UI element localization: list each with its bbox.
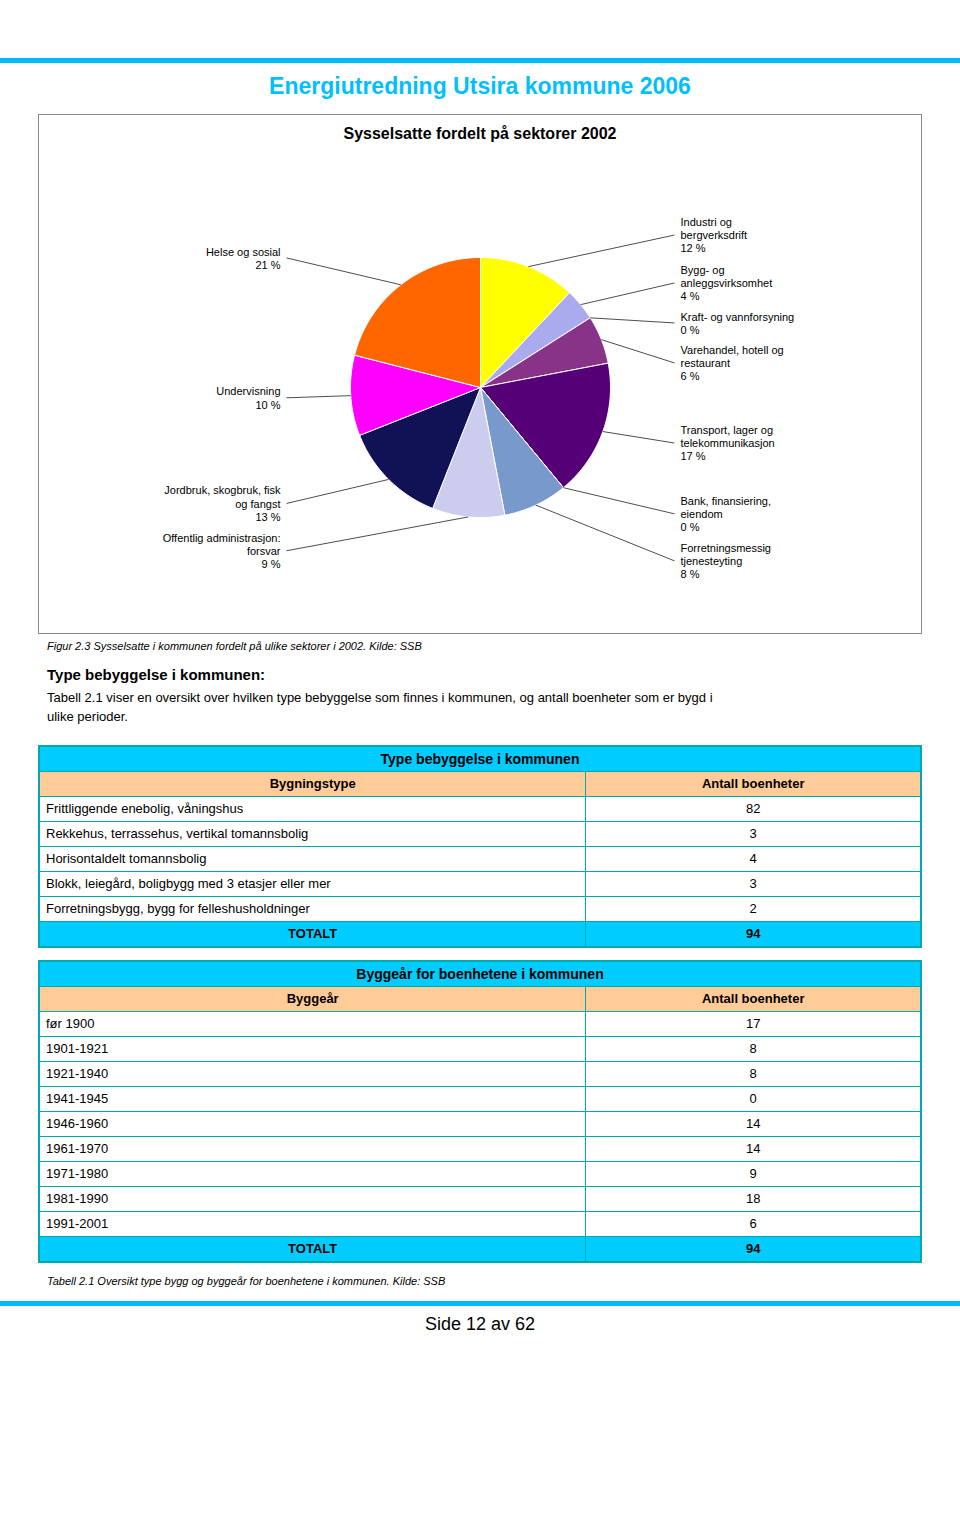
html-text:17: 17: [745, 1016, 761, 1032]
html-text:94: 94: [745, 926, 761, 942]
html-text:Energiutredning Utsira kommune: Energiutredning Utsira kommune 2006: [269, 73, 691, 99]
html-text:94: 94: [745, 1241, 761, 1257]
html-text:14: 14: [745, 1141, 761, 1157]
html-text:Bygningstype: Bygningstype: [269, 776, 356, 792]
html-text:Tabell 2.1 Oversikt type bygg: Tabell 2.1 Oversikt type bygg og byggeår…: [47, 1274, 446, 1287]
svg-text:Helse og sosial21 %: Helse og sosial21 %: [206, 246, 281, 271]
html-text:14: 14: [745, 1116, 761, 1132]
html-text:Antall boenheter: Antall boenheter: [701, 991, 805, 1007]
svg-text:Bank, finansiering,eiendom0 %: Bank, finansiering,eiendom0 %: [681, 495, 772, 533]
html-text:9: 9: [749, 1166, 757, 1182]
html-text:3: 3: [749, 826, 757, 842]
html-text:Figur 2.3 Sysselsatte i kommun: Figur 2.3 Sysselsatte i kommunen fordelt…: [47, 640, 422, 652]
svg-text:Forretningsmessigtjenesteyting: Forretningsmessigtjenesteyting8 %: [681, 542, 771, 580]
html-text:2: 2: [749, 901, 757, 917]
html-text:Sysselsatte fordelt på sektore: Sysselsatte fordelt på sektorer 2002: [343, 125, 617, 142]
html-text:Side 12 av 62: Side 12 av 62: [425, 1313, 535, 1334]
svg-text:Bygg- oganleggsvirksomhet4 %: Bygg- oganleggsvirksomhet4 %: [681, 264, 773, 302]
html-text:før 1900: før 1900: [46, 1016, 95, 1032]
html-text:18: 18: [745, 1191, 761, 1207]
html-text:Frittliggende enebolig, våning: Frittliggende enebolig, våningshus: [46, 801, 244, 817]
html-text:Type bebyggelse i kommunen: Type bebyggelse i kommunen: [380, 750, 580, 767]
html-text:8: 8: [749, 1066, 757, 1082]
html-text:1901-1921: 1901-1921: [46, 1041, 109, 1057]
svg-text:Jordbruk, skogbruk, fiskog fan: Jordbruk, skogbruk, fiskog fangst13 %: [164, 484, 281, 522]
html-text:Byggeår for boenhetene i kommu: Byggeår for boenhetene i kommunen: [356, 965, 604, 982]
html-text:1981-1990: 1981-1990: [46, 1191, 109, 1207]
html-text:1991-2001: 1991-2001: [46, 1216, 109, 1232]
svg-text:Undervisning10 %: Undervisning10 %: [216, 385, 280, 410]
svg-text:Industri ogbergverksdrift12 %: Industri ogbergverksdrift12 %: [681, 216, 748, 254]
html-text:1921-1940: 1921-1940: [46, 1066, 109, 1082]
html-text:Antall boenheter: Antall boenheter: [701, 776, 805, 792]
html-text:1971-1980: 1971-1980: [46, 1166, 109, 1182]
svg-text:Kraft- og vannforsyning0 %: Kraft- og vannforsyning0 %: [681, 311, 795, 336]
html-text:6: 6: [749, 1216, 757, 1232]
html-text:1941-1945: 1941-1945: [46, 1091, 109, 1107]
html-text:8: 8: [749, 1041, 757, 1057]
html-text:4: 4: [749, 851, 757, 867]
html-text:Tabell 2.1 viser en oversikt o: Tabell 2.1 viser en oversikt over hvilke…: [47, 690, 713, 705]
html-text:Type bebyggelse i kommunen:: Type bebyggelse i kommunen:: [47, 666, 266, 683]
html-text:Blokk, leiegård, boligbygg med: Blokk, leiegård, boligbygg med 3 etasjer…: [46, 876, 331, 892]
html-text:Horisontaldelt tomannsbolig: Horisontaldelt tomannsbolig: [46, 851, 207, 867]
html-text:TOTALT: TOTALT: [288, 1241, 338, 1257]
html-text:1946-1960: 1946-1960: [46, 1116, 109, 1132]
html-text:82: 82: [745, 801, 761, 817]
svg-text:Offentlig administrasjon:forsv: Offentlig administrasjon:forsvar9 %: [163, 532, 281, 570]
html-text:Rekkehus, terrassehus, vertika: Rekkehus, terrassehus, vertikal tomannsb…: [46, 826, 309, 842]
html-text:Byggeår: Byggeår: [286, 991, 339, 1007]
html-text:1961-1970: 1961-1970: [46, 1141, 109, 1157]
svg-text:Varehandel, hotell ogrestauran: Varehandel, hotell ogrestaurant6 %: [681, 344, 784, 382]
html-text:3: 3: [749, 876, 757, 892]
html-text:0: 0: [749, 1091, 757, 1107]
html-text:TOTALT: TOTALT: [288, 926, 338, 942]
svg-text:Transport, lager ogtelekommuni: Transport, lager ogtelekommunikasjon17 %: [681, 424, 775, 462]
html-text:Forretningsbygg, bygg for fell: Forretningsbygg, bygg for felleshusholdn…: [46, 901, 310, 917]
html-text:ulike perioder.: ulike perioder.: [47, 708, 128, 724]
